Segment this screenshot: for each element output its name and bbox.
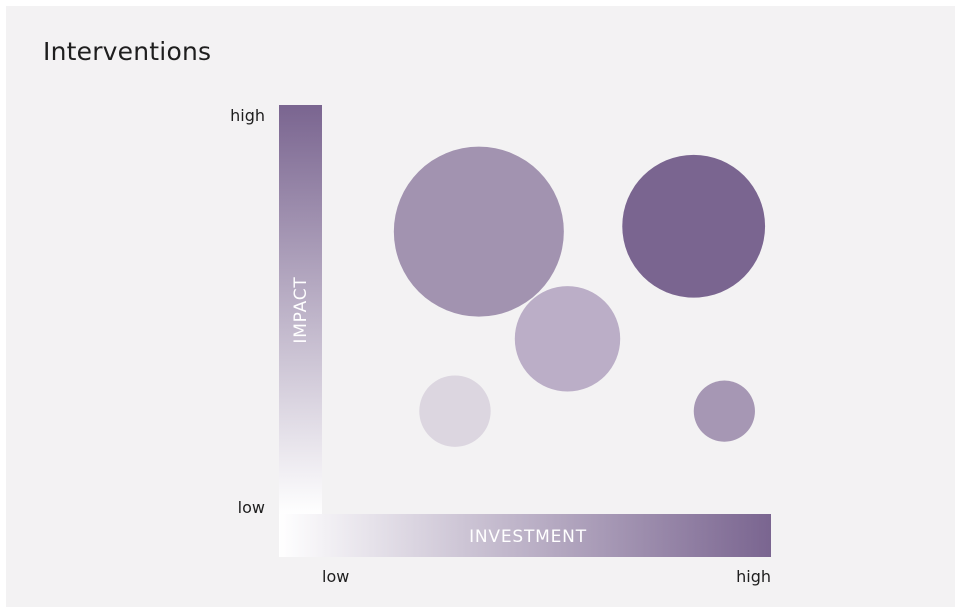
y-axis-label: IMPACT	[291, 276, 311, 343]
bubble-2	[393, 146, 564, 317]
bubble-3	[514, 286, 621, 392]
bubble-4	[622, 154, 766, 298]
x-tick-high: high	[736, 567, 771, 586]
x-tick-low: low	[322, 567, 349, 586]
impact-axis-bar	[279, 105, 322, 515]
x-axis-label: INVESTMENT	[469, 527, 587, 547]
investment-axis-bar	[279, 514, 771, 557]
bubble-layer	[393, 146, 766, 447]
y-tick-high: high	[230, 106, 265, 125]
bubble-5	[693, 380, 755, 442]
bubble-1	[419, 375, 491, 447]
y-tick-low: low	[238, 498, 265, 517]
chart-title: Interventions	[43, 37, 212, 66]
